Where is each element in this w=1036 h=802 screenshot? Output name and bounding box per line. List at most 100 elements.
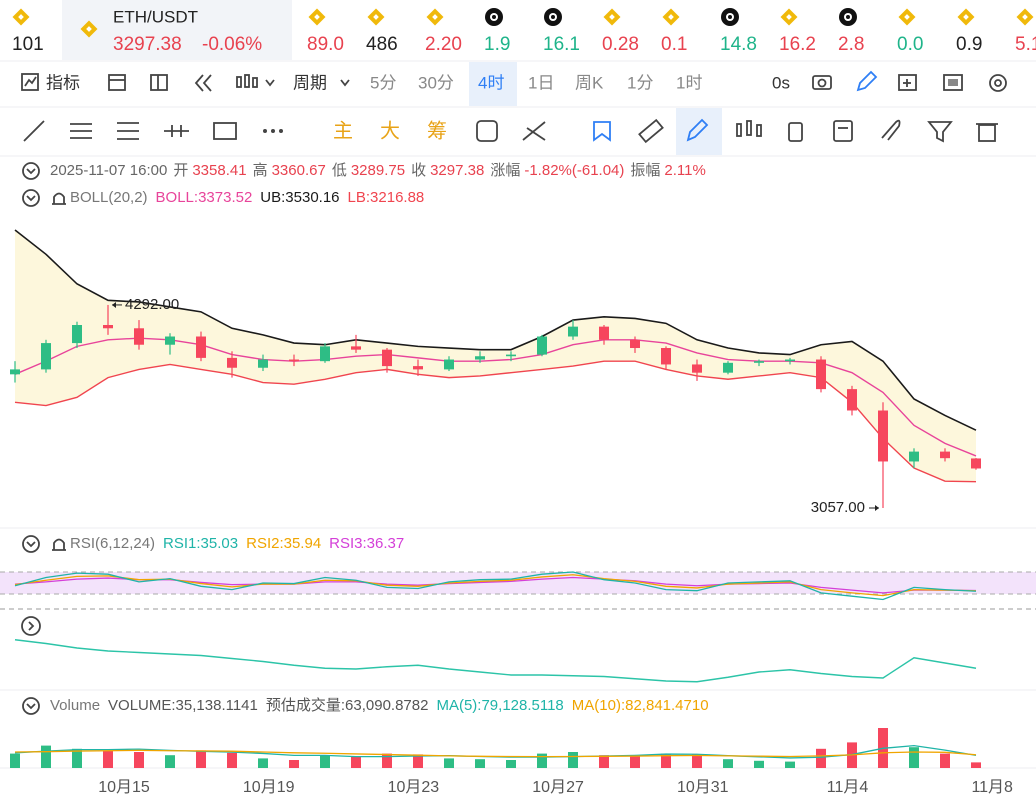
ticker-price: 16.1: [543, 34, 580, 55]
volume-bar: [475, 759, 485, 768]
volume-bar: [506, 760, 516, 768]
volume-bar: [940, 753, 950, 768]
coin-icon: [18, 14, 24, 20]
volume-bar: [692, 754, 702, 768]
legend: Volume VOLUME:35,138.1141 预估成交量:63,090.878…: [50, 696, 709, 714]
candle-body: [475, 356, 485, 360]
volume-bar: [413, 754, 423, 768]
volume-bar: [444, 758, 454, 768]
x-tick-label: 11月4: [827, 779, 869, 796]
candle-body: [351, 346, 361, 350]
legend-item: RSI3:36.37: [329, 535, 404, 552]
x-tick-label: 10月19: [243, 779, 295, 796]
volume-bar: [382, 753, 392, 768]
candle-body: [165, 336, 175, 345]
volume-bar: [568, 752, 578, 768]
interval-button[interactable]: 4时: [478, 73, 504, 92]
annotation-arrow: [112, 301, 116, 308]
interval-button[interactable]: 1分: [627, 73, 653, 92]
ticker-price: 486: [366, 34, 398, 55]
legend: RSI(6,12,24) RSI1:35.03 RSI2:35.94 RSI3:36.…: [70, 535, 404, 552]
ticker-name: ETH/USDT: [113, 7, 198, 26]
volume-bar: [754, 760, 764, 768]
draw-tool[interactable]: 主: [333, 119, 353, 142]
timer: 0s: [772, 73, 790, 92]
volume-bar: [971, 762, 981, 768]
candle-body: [506, 354, 516, 357]
legend-title: BOLL(20,2): [70, 189, 148, 206]
candle-body: [227, 357, 237, 368]
volume-bar: [41, 745, 51, 768]
interval-button[interactable]: 1时: [676, 73, 702, 92]
legend-item: MA(5):79,128.5118: [436, 697, 563, 714]
info-value: 3360.67: [272, 162, 326, 179]
ticker-price: 1.9: [484, 34, 510, 55]
candle-body: [816, 359, 826, 390]
volume-bar: [72, 748, 82, 768]
annotation-arrow: [875, 504, 879, 511]
draw-tool[interactable]: 筹: [427, 119, 447, 142]
indicator-line: [14, 639, 977, 683]
period-button: 周期: [293, 73, 327, 92]
boll-line: [14, 337, 977, 457]
candle-body: [971, 458, 981, 469]
legend: BOLL(20,2) BOLL:3373.52 UB:3530.16 LB:3216.…: [70, 189, 424, 206]
info-label: 收: [411, 162, 426, 179]
legend-item: RSI1:35.03: [163, 535, 238, 552]
info-label: 涨幅: [490, 162, 520, 179]
toolbar-icons: [21, 70, 1007, 92]
candle-body: [909, 451, 919, 462]
price-annotation: 3057.00: [811, 499, 865, 516]
volume-bar: [103, 750, 113, 768]
info-label: 开: [173, 162, 188, 179]
legend-item: UB:3530.16: [260, 189, 339, 206]
ticker-price: 0.9: [956, 34, 982, 55]
candle-body: [41, 343, 51, 370]
boll-line: [14, 229, 977, 431]
coin-icon: [963, 14, 969, 20]
x-tick-label: 10月31: [677, 779, 729, 796]
candle-body: [258, 359, 268, 368]
ticker-price: 2.8: [838, 34, 864, 55]
candle-body: [72, 324, 82, 344]
ticker-price: 0.0: [897, 34, 923, 55]
candle-body: [723, 362, 733, 373]
boll-band-fill: [15, 229, 976, 482]
volume-bar: [785, 761, 795, 768]
volume-bar: [909, 747, 919, 768]
candle-body: [444, 359, 454, 370]
legend-title: Volume: [50, 697, 100, 714]
interval-button[interactable]: 周K: [575, 73, 604, 92]
candle-body: [692, 364, 702, 373]
candle-body: [661, 348, 671, 365]
volume-bar: [258, 758, 268, 768]
candle-body: [196, 336, 206, 358]
candle-body: [382, 349, 392, 367]
volume-bar: [320, 755, 330, 768]
x-tick-label: 11月8: [971, 779, 1013, 796]
coin-icon: [492, 15, 496, 19]
bell-icon: [52, 538, 66, 551]
rsi-line: [14, 571, 977, 601]
active-interval-bg: [469, 62, 517, 106]
interval-button[interactable]: 30分: [418, 73, 454, 92]
legend-item: MA(10):82,841.4710: [572, 697, 709, 714]
candle-body: [630, 339, 640, 349]
coin-icon: [786, 14, 792, 20]
info-value: 3297.38: [430, 162, 484, 179]
active-ticker-bg: [62, 0, 292, 60]
candle-body: [785, 359, 795, 362]
info-value: 3289.75: [351, 162, 405, 179]
ticker-price: 16.2: [779, 34, 816, 55]
candle-body: [537, 336, 547, 355]
candle-body: [568, 326, 578, 337]
interval-button[interactable]: 5分: [370, 73, 396, 92]
interval-button[interactable]: 1日: [528, 73, 554, 92]
draw-tool[interactable]: 大: [380, 119, 400, 142]
info-label: 振幅: [630, 162, 660, 179]
coin-icon: [551, 15, 555, 19]
candle-body: [10, 369, 20, 375]
volume-bar: [134, 752, 144, 768]
volume-bar: [351, 756, 361, 768]
